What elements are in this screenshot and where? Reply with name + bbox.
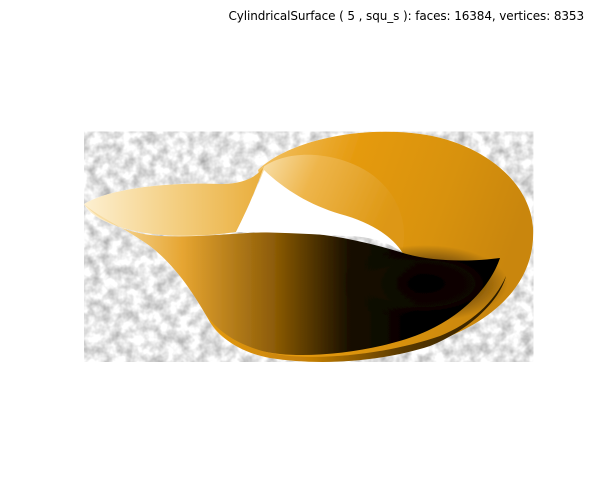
surface-fold-shadow (275, 223, 515, 333)
surface-lower-lip (206, 276, 506, 362)
figure-title: CylindricalSurface ( 5 , squ_s ): faces:… (228, 9, 585, 23)
surface-left-wing (84, 166, 264, 236)
surface-hole (236, 170, 402, 252)
